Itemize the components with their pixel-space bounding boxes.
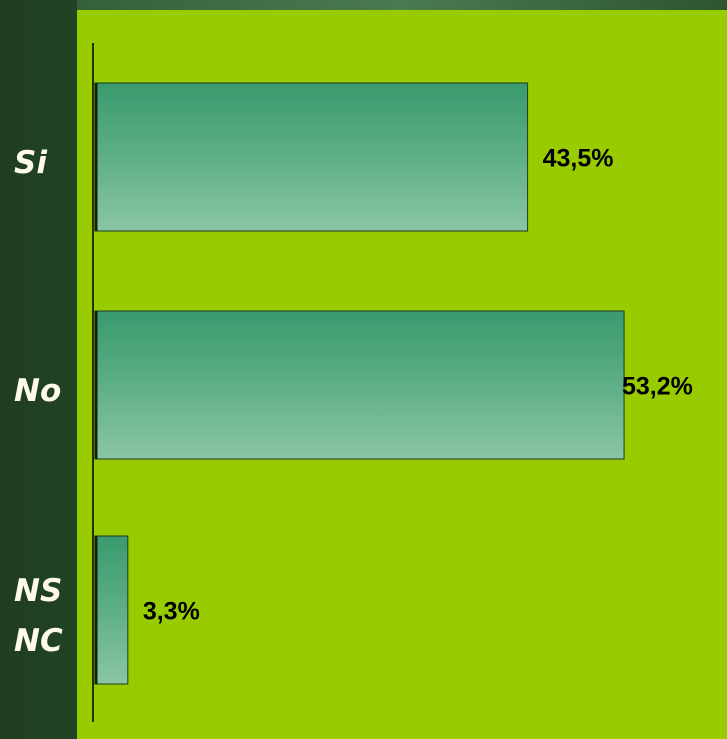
category-label: Si [14,145,47,181]
top-strip [77,0,727,10]
bar [94,310,625,460]
bar [94,82,529,232]
value-label: 53,2% [622,373,693,401]
category-label: No [14,373,62,409]
value-label: 43,5% [543,145,614,173]
bar [94,535,129,685]
category-label: NS NC [14,573,63,659]
value-label: 3,3% [143,598,200,626]
